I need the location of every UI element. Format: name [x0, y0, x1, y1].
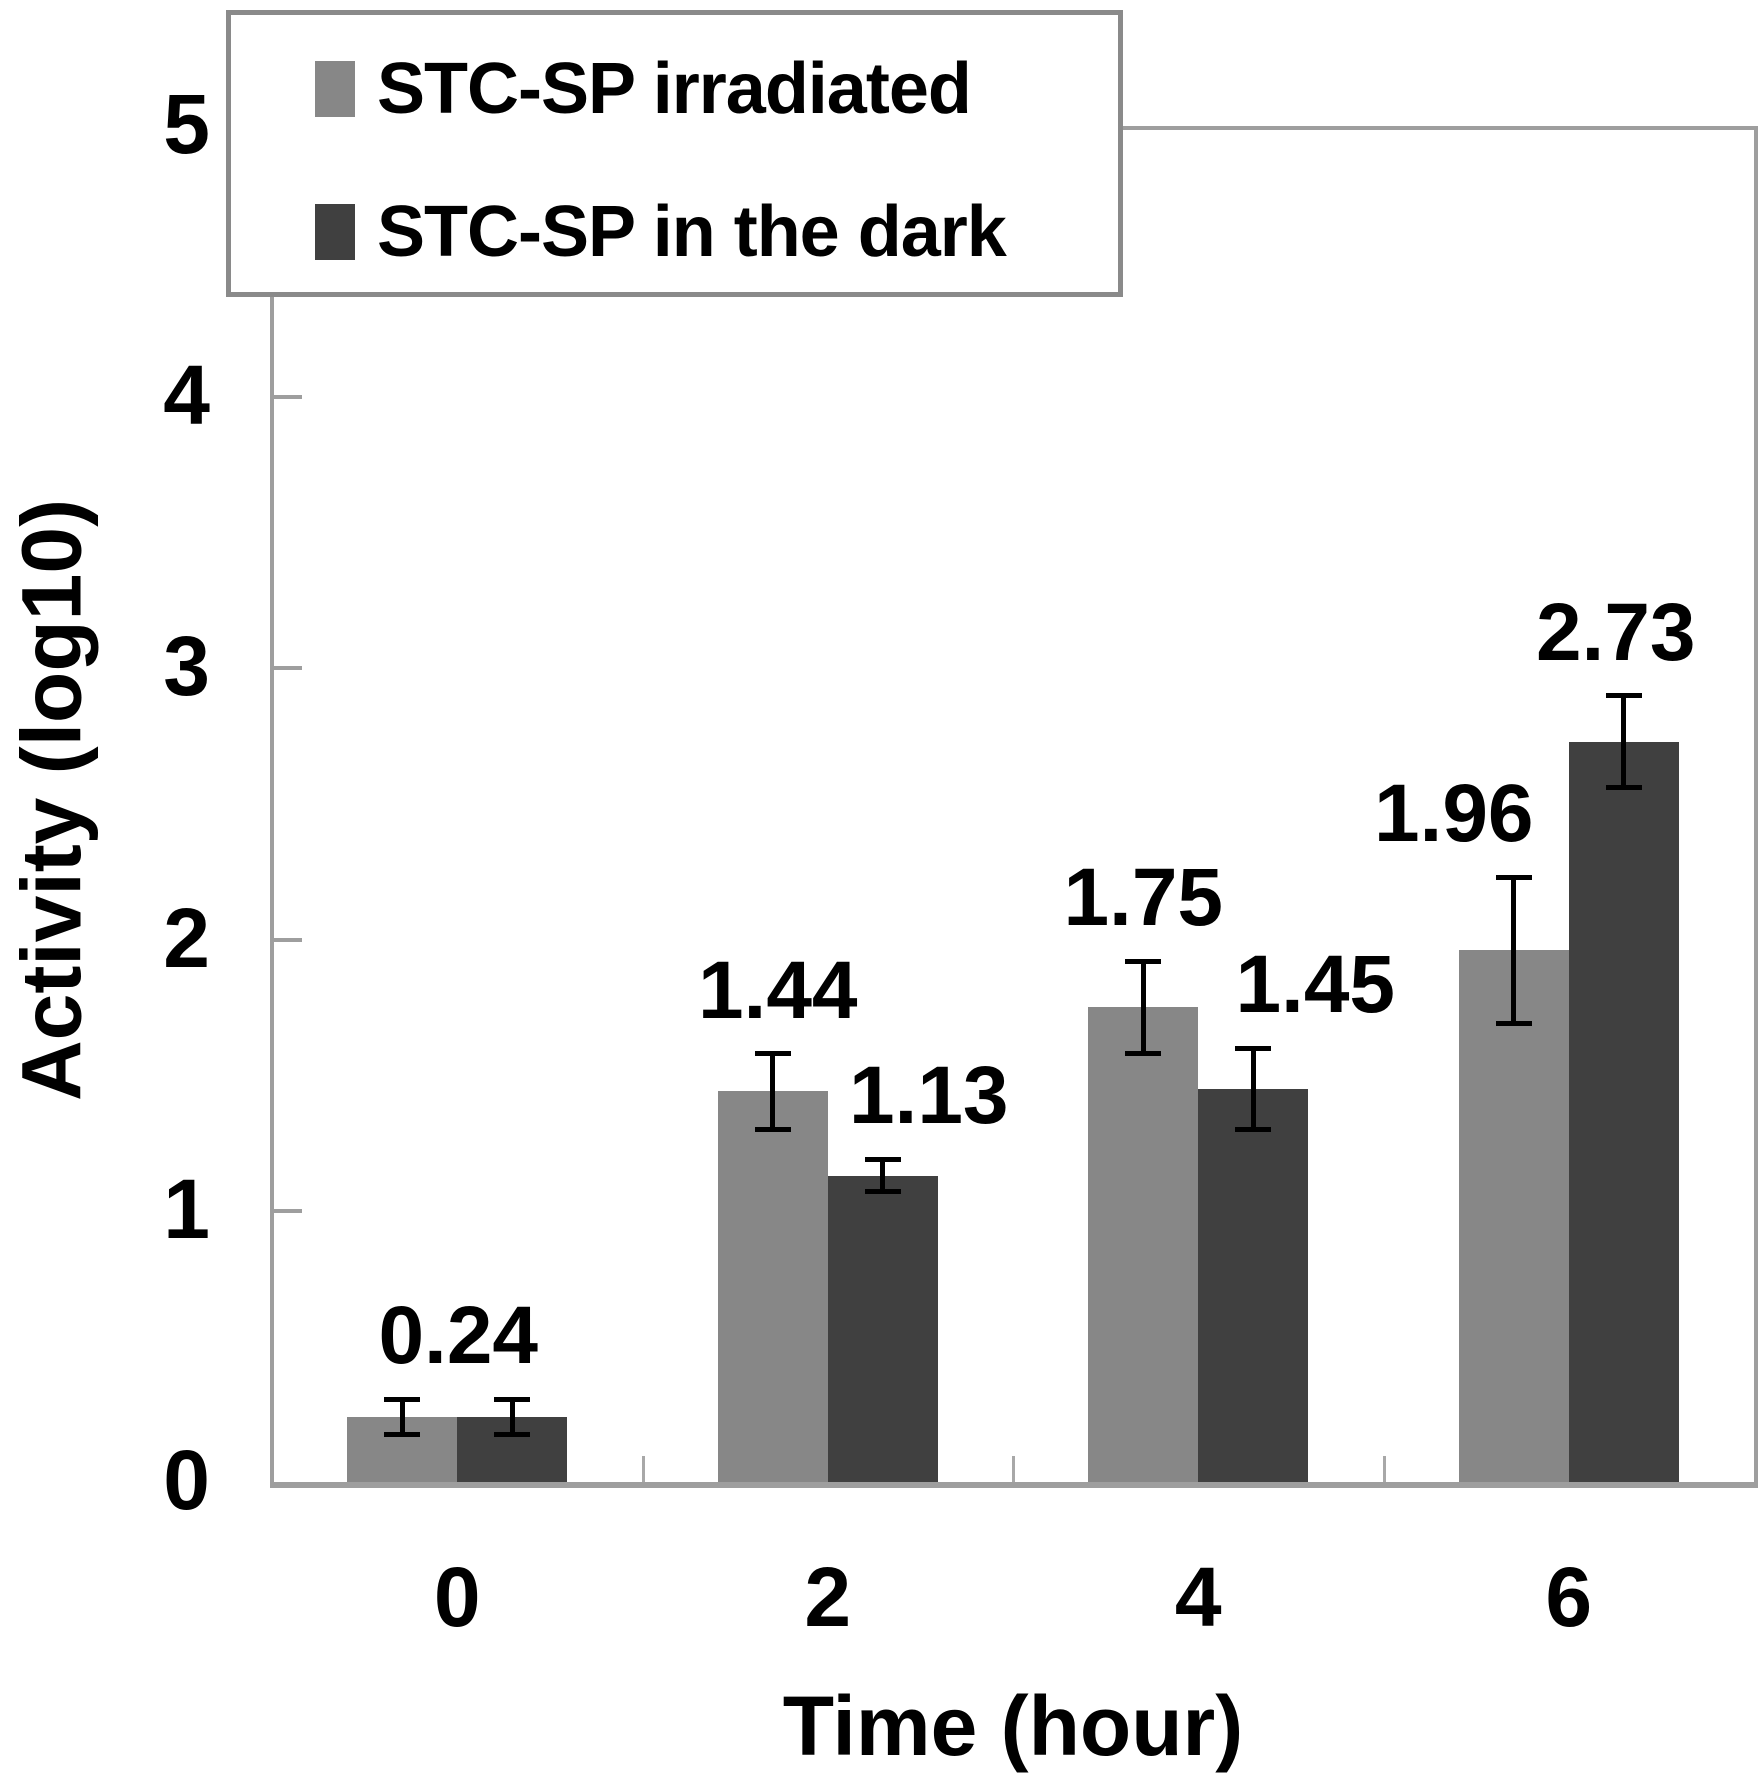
- y-axis-line: [270, 126, 274, 1486]
- y-tick: [272, 937, 302, 942]
- y-tick: [272, 666, 302, 671]
- data-label: 0.24: [378, 1290, 539, 1382]
- error-bar-cap-bottom: [1235, 1126, 1272, 1132]
- x-tick: [641, 1456, 645, 1482]
- bar-irradiated-t4: [1088, 1007, 1199, 1482]
- y-tick-label: 3: [163, 619, 210, 714]
- error-bar-stem: [509, 1399, 515, 1435]
- bar-dark-t2: [827, 1175, 938, 1482]
- error-bar-cap-bottom: [754, 1126, 791, 1132]
- error-bar-cap-top: [1235, 1045, 1272, 1051]
- bar-dark-t6: [1568, 741, 1679, 1482]
- y-tick-label: 0: [163, 1433, 210, 1527]
- error-bar-stem: [1621, 695, 1627, 788]
- data-label: 1.45: [1235, 939, 1396, 1031]
- error-bar-cap-top: [1125, 958, 1162, 964]
- error-bar-cap-bottom: [1605, 785, 1642, 791]
- y-tick-label: 2: [163, 890, 210, 985]
- data-label: 2.73: [1535, 586, 1696, 678]
- legend-swatch-dark-icon: [315, 204, 355, 260]
- bar-dark-t4: [1198, 1088, 1309, 1482]
- data-label: 1.96: [1373, 768, 1534, 860]
- x-tick: [1382, 1456, 1386, 1482]
- x-axis-line: [270, 1482, 1758, 1488]
- error-bar-stem: [1140, 961, 1146, 1054]
- legend-swatch-irradiated-icon: [315, 61, 355, 117]
- error-bar-cap-top: [494, 1396, 531, 1402]
- plot-right-border: [1754, 126, 1758, 1486]
- y-tick: [272, 1208, 302, 1213]
- error-bar-cap-bottom: [1495, 1021, 1532, 1027]
- legend-label: STC-SP irradiated: [377, 49, 972, 129]
- data-label: 1.44: [697, 944, 858, 1036]
- error-bar-cap-top: [1495, 874, 1532, 880]
- error-bar-cap-bottom: [494, 1432, 531, 1438]
- error-bar-cap-bottom: [864, 1189, 901, 1195]
- error-bar-cap-bottom: [1125, 1051, 1162, 1056]
- error-bar-stem: [880, 1159, 886, 1192]
- error-bar-stem: [399, 1399, 405, 1435]
- x-tick-label: 6: [1545, 1550, 1593, 1644]
- error-bar-cap-top: [384, 1396, 421, 1402]
- legend-item-dark: STC-SP in the dark: [231, 196, 1118, 268]
- error-bar-stem: [770, 1053, 776, 1130]
- x-tick-label: 2: [804, 1550, 852, 1644]
- y-tick-label: 5: [163, 77, 210, 171]
- data-label: 1.13: [848, 1050, 1009, 1142]
- error-bar-cap-top: [754, 1051, 791, 1056]
- error-bar-cap-bottom: [384, 1432, 421, 1438]
- error-bar-cap-top: [1605, 693, 1642, 699]
- data-label: 1.75: [1063, 852, 1224, 944]
- legend: STC-SP irradiated STC-SP in the dark: [226, 10, 1123, 297]
- error-bar-cap-top: [864, 1156, 901, 1162]
- x-tick-label: 0: [433, 1550, 481, 1644]
- x-tick: [1012, 1456, 1015, 1482]
- bar-irradiated-t6: [1458, 950, 1569, 1482]
- legend-label: STC-SP in the dark: [377, 192, 1007, 272]
- error-bar-stem: [1511, 877, 1517, 1024]
- bar-irradiated-t2: [717, 1091, 828, 1482]
- x-tick-label: 4: [1174, 1550, 1222, 1644]
- y-axis-title: Activity (log10): [4, 498, 99, 1102]
- x-axis-title: Time (hour): [782, 1679, 1244, 1773]
- y-tick-label: 4: [163, 348, 210, 443]
- legend-item-irradiated: STC-SP irradiated: [231, 53, 1118, 125]
- y-tick-label: 1: [163, 1161, 210, 1256]
- error-bar-stem: [1250, 1048, 1256, 1130]
- y-tick: [272, 395, 302, 400]
